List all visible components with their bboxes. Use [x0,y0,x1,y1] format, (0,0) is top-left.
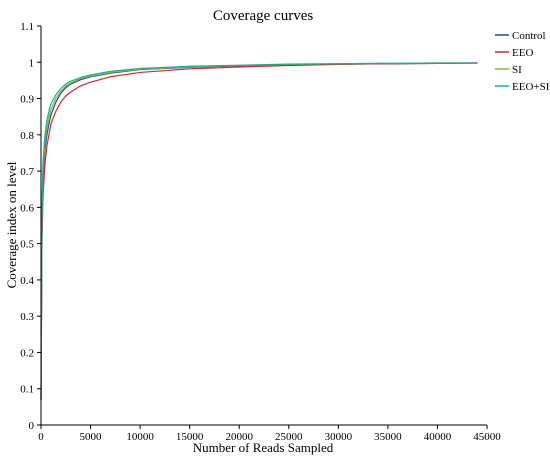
y-tick-label: 0.2 [20,347,34,359]
plot-area [40,62,478,401]
y-axis: 0 0.1 0.2 0.3 0.4 0.5 0.6 0.7 0.8 0.9 1 1.1 [20,21,42,432]
y-tick-label: 1 [29,57,35,69]
series-line-control [40,62,478,401]
legend-label: EEO+SI [512,81,550,93]
legend-label: Control [512,30,546,42]
x-tick-label: 45000 [473,431,501,443]
y-tick-label: 0.4 [20,275,34,287]
series-line-si [40,62,478,401]
x-axis-title: Number of Reads Sampled [193,440,334,455]
x-tick-label: 5000 [80,431,103,443]
legend-label: SI [512,64,522,76]
x-tick-label: 20000 [225,431,253,443]
x-tick-label: 25000 [275,431,303,443]
x-tick-label: 30000 [325,431,353,443]
y-tick-label: 0.5 [20,239,34,251]
series-line-eeo [40,62,478,401]
x-tick-label: 0 [38,431,44,443]
y-tick-label: 0.6 [20,202,34,214]
x-tick-label: 35000 [374,431,402,443]
x-axis: 0 5000 10000 15000 20000 25000 30000 35000 40000… [38,424,501,443]
y-tick-label: 0.1 [20,384,34,396]
y-tick-label: 0.7 [20,166,34,178]
series-line-eeo-si [40,62,478,401]
x-tick-label: 40000 [424,431,452,443]
legend-label: EEO [512,47,533,59]
y-axis-title: Coverage index on level [4,161,19,288]
y-tick-label: 0.8 [20,130,34,142]
y-tick-label: 0.9 [20,94,34,106]
y-tick-label: 1.1 [20,21,34,33]
y-tick-label: 0.3 [20,311,34,323]
legend: Control EEO SI EEO+SI [495,30,550,93]
chart-title: Coverage curves [213,8,314,24]
y-tick-label: 0 [29,420,35,432]
x-tick-label: 15000 [176,431,204,443]
x-tick-label: 10000 [126,431,154,443]
